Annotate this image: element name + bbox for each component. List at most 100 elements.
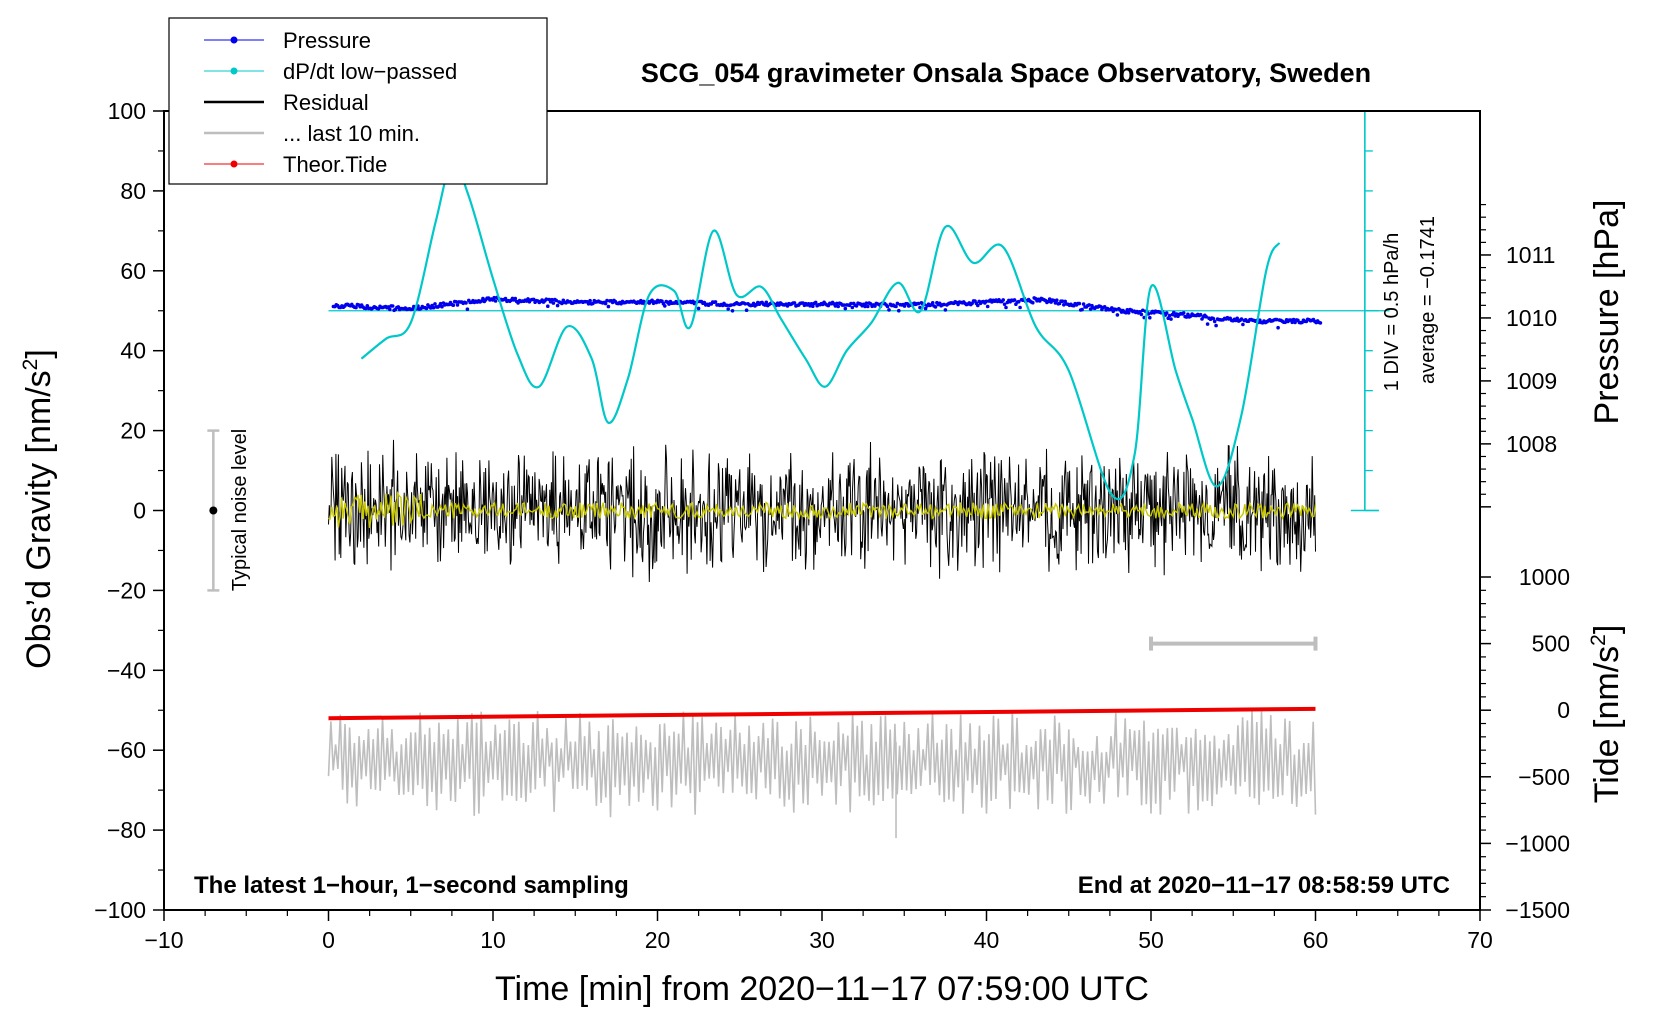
tide-tick-label: −1500 xyxy=(1505,897,1570,923)
y-tick-label: 40 xyxy=(120,338,146,364)
pressure-point xyxy=(455,303,460,307)
x-tick-label: 60 xyxy=(1303,927,1329,953)
pressure-point xyxy=(1062,303,1066,307)
pressure-point xyxy=(943,308,948,312)
pressure-point xyxy=(930,301,935,305)
pressure-point xyxy=(1141,308,1145,313)
tide-tick-label: −500 xyxy=(1518,764,1570,790)
pressure-point xyxy=(1235,316,1239,321)
pressure-tick-label: 1010 xyxy=(1506,305,1557,331)
pressure-point xyxy=(544,297,549,302)
tide-tick-label: −1000 xyxy=(1505,830,1570,856)
pressure-point xyxy=(1055,298,1059,303)
pressure-point xyxy=(464,301,468,305)
pressure-point xyxy=(493,299,498,303)
series-residual-smoothed-line xyxy=(328,490,1317,529)
noise-level-center-dot xyxy=(209,506,218,515)
pressure-point xyxy=(894,304,898,309)
pressure-point xyxy=(1114,307,1118,312)
x-axis-label: Time [min] from 2020−11−17 07:59:00 UTC xyxy=(495,970,1149,1008)
end-time-note: End at 2020−11−17 08:58:59 UTC xyxy=(1078,872,1450,899)
pressure-point xyxy=(725,303,729,308)
pressure-point xyxy=(849,301,853,306)
pressure-point xyxy=(492,295,497,300)
x-tick-label: −10 xyxy=(144,927,183,953)
pressure-point xyxy=(555,303,560,308)
pressure-point xyxy=(1081,302,1086,306)
y-axis-label-tide-superscript: 2 xyxy=(1587,634,1610,646)
series-tide-line xyxy=(328,706,1316,721)
pressure-point xyxy=(605,298,609,303)
pressure-point xyxy=(1198,312,1203,317)
pressure-point xyxy=(591,301,595,306)
pressure-point xyxy=(713,300,718,304)
legend-label-last10: ... last 10 min. xyxy=(283,121,420,146)
pressure-point xyxy=(1002,302,1007,307)
y-axis-label-tide-main: Tide [nm/s xyxy=(1588,646,1626,803)
series-last10-line xyxy=(327,710,1317,818)
chart-title: SCG_054 gravimeter Onsala Space Observat… xyxy=(641,58,1371,88)
x-tick-label: 40 xyxy=(974,927,1000,953)
pressure-point xyxy=(854,304,859,308)
pressure-point xyxy=(1004,305,1008,310)
pressure-point xyxy=(1184,315,1189,319)
pressure-point xyxy=(1053,301,1058,305)
pressure-point xyxy=(433,302,437,306)
pressure-point xyxy=(1060,299,1065,304)
pressure-point xyxy=(1167,313,1172,318)
pressure-point xyxy=(813,300,818,305)
legend: Pressure dP/dt low−passed Residual ... l… xyxy=(168,17,548,185)
plot-area xyxy=(207,110,1390,839)
pressure-point xyxy=(1080,307,1084,312)
pressure-point xyxy=(1212,319,1217,324)
y-axis-label-gravity-superscript: 2 xyxy=(19,359,42,371)
y-tick-label: −20 xyxy=(107,577,146,603)
pressure-point xyxy=(1274,317,1279,322)
y-axis-label-tide: Tide [nm/s2] xyxy=(1587,625,1626,804)
pressure-point xyxy=(454,300,458,304)
pressure-point xyxy=(1239,317,1244,321)
series-pressure-points xyxy=(331,295,1323,330)
pressure-point xyxy=(550,297,554,302)
pressure-point xyxy=(586,302,591,306)
y-tick-label: 80 xyxy=(120,178,146,204)
pressure-point xyxy=(663,304,667,308)
pressure-point xyxy=(1088,307,1093,311)
pressure-point xyxy=(551,301,556,305)
pressure-point xyxy=(866,304,870,309)
pressure-point xyxy=(792,301,797,305)
pressure-point xyxy=(1211,316,1216,321)
pressure-point xyxy=(696,306,701,311)
pressure-point xyxy=(976,303,980,308)
pressure-point xyxy=(1318,321,1323,325)
pressure-point xyxy=(513,296,518,301)
pressure-point xyxy=(1172,310,1176,315)
pressure-point xyxy=(526,297,530,301)
x-tick-label: 10 xyxy=(480,927,506,953)
pressure-point xyxy=(933,305,938,309)
tide-tick-label: 500 xyxy=(1532,631,1570,657)
pressure-point xyxy=(1214,323,1218,328)
sampling-note: The latest 1−hour, 1−second sampling xyxy=(194,872,629,899)
y-axis-label-gravity-main: Obs’d Gravity [nm/s xyxy=(20,370,58,669)
pressure-point xyxy=(554,298,558,303)
legend-swatch-tide-dot xyxy=(230,160,238,168)
pressure-tick-label: 1008 xyxy=(1506,431,1557,457)
pressure-point xyxy=(390,304,395,308)
y-tick-label: −40 xyxy=(107,657,146,683)
pressure-point xyxy=(895,301,900,306)
pressure-point xyxy=(431,305,436,310)
series-residual-line xyxy=(328,439,1316,583)
pressure-point xyxy=(531,297,536,302)
legend-label-pressure: Pressure xyxy=(283,28,371,53)
pressure-point xyxy=(354,305,358,310)
pressure-point xyxy=(916,301,921,306)
legend-swatch-pressure-dot xyxy=(230,36,238,44)
y-tick-label: −60 xyxy=(107,737,146,763)
pressure-point xyxy=(603,301,608,306)
pressure-point xyxy=(451,303,456,308)
pressure-point xyxy=(1169,317,1173,321)
pressure-point xyxy=(744,308,749,313)
pressure-point xyxy=(1205,322,1210,326)
